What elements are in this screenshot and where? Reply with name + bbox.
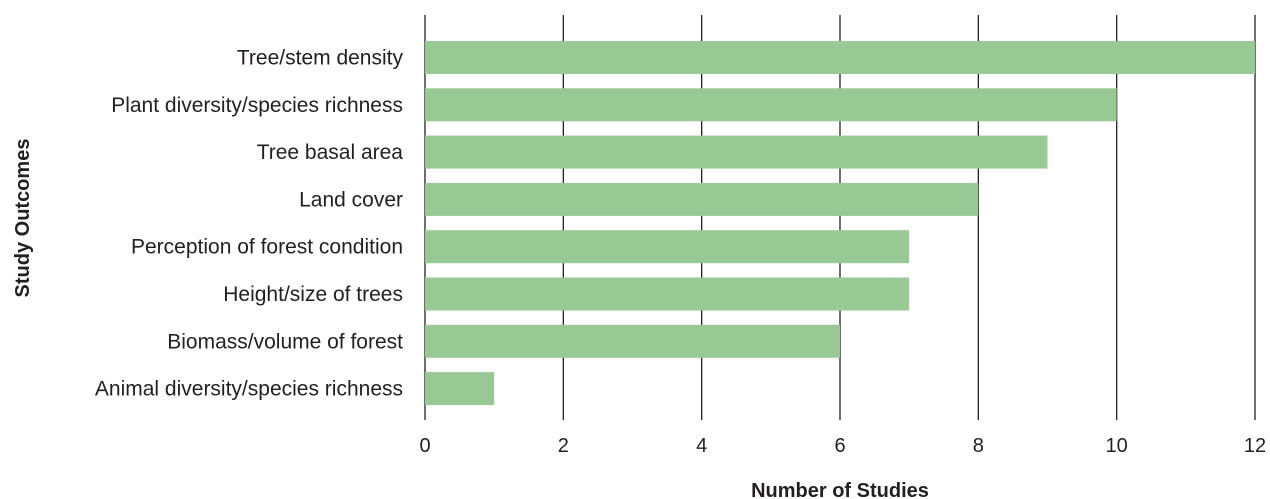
bar-1 [425, 41, 1255, 74]
y-axis-title: Study Outcomes [12, 139, 34, 298]
x-tick-label-6: 6 [834, 435, 845, 457]
x-tick-label-0: 0 [419, 435, 430, 457]
category-labels: Tree/stem density Plant diversity/species… [95, 47, 404, 401]
category-label-1: Tree/stem density [237, 47, 404, 70]
grid-lines [424, 15, 1256, 420]
x-tick-label-4: 4 [696, 435, 707, 457]
category-label-6: Height/size of trees [223, 283, 403, 306]
bar-7 [425, 324, 840, 358]
x-axis-title: Number of Studies [751, 480, 929, 499]
category-label-2: Plant diversity/species richness [111, 94, 403, 117]
category-label-5: Perception of forest condition [131, 236, 403, 259]
category-label-4: Land cover [299, 188, 403, 211]
x-tick-label-8: 8 [973, 435, 984, 457]
bar-8 [425, 372, 495, 406]
bar-4 [425, 182, 979, 216]
x-tick-label-2: 2 [558, 435, 569, 457]
bar-6 [425, 277, 910, 311]
bar-5 [425, 230, 910, 264]
bar-2 [425, 88, 1117, 122]
category-label-3: Tree basal area [257, 141, 404, 164]
category-label-7: Biomass/volume of forest [167, 330, 403, 353]
x-tick-label-12: 12 [1244, 435, 1266, 457]
category-label-8: Animal diversity/species richness [95, 378, 403, 401]
bars [425, 41, 1255, 406]
bar-3 [425, 135, 1048, 169]
x-tick-labels: 0 2 4 6 8 10 12 [419, 435, 1266, 457]
x-tick-label-10: 10 [1106, 435, 1128, 457]
